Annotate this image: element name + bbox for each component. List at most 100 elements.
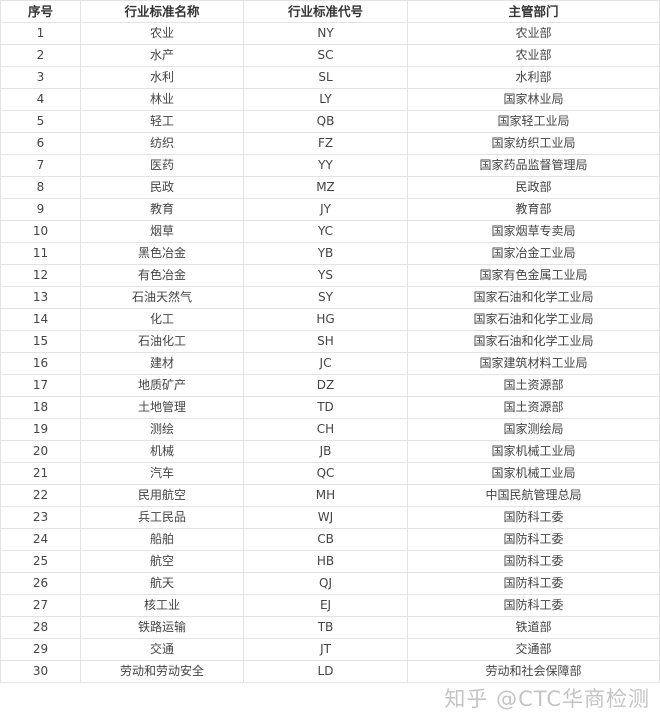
cell-department: 国家烟草专卖局 xyxy=(407,220,660,243)
header-standard-code: 行业标准代号 xyxy=(243,0,408,23)
cell-standard-name: 船舶 xyxy=(80,528,244,551)
cell-standard-name: 兵工民品 xyxy=(80,506,244,529)
cell-department: 国防科工委 xyxy=(407,594,660,617)
cell-department: 国家轻工业局 xyxy=(407,110,660,133)
cell-standard-name: 测绘 xyxy=(80,418,244,441)
header-standard-name: 行业标准名称 xyxy=(80,0,244,23)
cell-standard-code: YS xyxy=(243,264,408,287)
cell-index: 3 xyxy=(0,66,81,89)
cell-index: 14 xyxy=(0,308,81,331)
cell-department: 国家石油和化学工业局 xyxy=(407,286,660,309)
cell-department: 国家石油和化学工业局 xyxy=(407,330,660,353)
cell-standard-code: TD xyxy=(243,396,408,419)
table-row: 7 医药 YY 国家药品监督管理局 xyxy=(0,154,660,177)
cell-standard-code: SH xyxy=(243,330,408,353)
table-row: 21 汽车 QC 国家机械工业局 xyxy=(0,462,660,485)
cell-standard-name: 土地管理 xyxy=(80,396,244,419)
cell-standard-code: JB xyxy=(243,440,408,463)
table-row: 26 航天 QJ 国防科工委 xyxy=(0,572,660,595)
cell-standard-code: QJ xyxy=(243,572,408,595)
cell-standard-name: 机械 xyxy=(80,440,244,463)
cell-standard-name: 汽车 xyxy=(80,462,244,485)
cell-department: 铁道部 xyxy=(407,616,660,639)
cell-standard-code: JT xyxy=(243,638,408,661)
cell-standard-code: HB xyxy=(243,550,408,573)
table-row: 10 烟草 YC 国家烟草专卖局 xyxy=(0,220,660,243)
watermark: 知乎 @CTC华商检测 xyxy=(444,687,650,711)
table-row: 25 航空 HB 国防科工委 xyxy=(0,550,660,573)
cell-index: 16 xyxy=(0,352,81,375)
cell-standard-code: TB xyxy=(243,616,408,639)
cell-department: 国家纺织工业局 xyxy=(407,132,660,155)
table-row: 1 农业 NY 农业部 xyxy=(0,22,660,45)
cell-standard-code: HG xyxy=(243,308,408,331)
table-row: 8 民政 MZ 民政部 xyxy=(0,176,660,199)
cell-index: 7 xyxy=(0,154,81,177)
cell-standard-code: FZ xyxy=(243,132,408,155)
cell-department: 国家机械工业局 xyxy=(407,462,660,485)
cell-standard-name: 化工 xyxy=(80,308,244,331)
table-row: 3 水利 SL 水利部 xyxy=(0,66,660,89)
cell-department: 民政部 xyxy=(407,176,660,199)
table-row: 11 黑色冶金 YB 国家冶金工业局 xyxy=(0,242,660,265)
header-department: 主管部门 xyxy=(407,0,660,23)
cell-index: 19 xyxy=(0,418,81,441)
cell-index: 2 xyxy=(0,44,81,67)
cell-department: 国家冶金工业局 xyxy=(407,242,660,265)
table-row: 22 民用航空 MH 中国民航管理总局 xyxy=(0,484,660,507)
cell-index: 20 xyxy=(0,440,81,463)
cell-standard-name: 石油天然气 xyxy=(80,286,244,309)
cell-index: 29 xyxy=(0,638,81,661)
cell-standard-name: 石油化工 xyxy=(80,330,244,353)
cell-standard-name: 医药 xyxy=(80,154,244,177)
table-row: 14 化工 HG 国家石油和化学工业局 xyxy=(0,308,660,331)
cell-standard-name: 有色冶金 xyxy=(80,264,244,287)
cell-department: 国防科工委 xyxy=(407,572,660,595)
table-row: 4 林业 LY 国家林业局 xyxy=(0,88,660,111)
table-row: 9 教育 JY 教育部 xyxy=(0,198,660,221)
cell-index: 23 xyxy=(0,506,81,529)
cell-standard-code: QC xyxy=(243,462,408,485)
cell-index: 1 xyxy=(0,22,81,45)
table-row: 13 石油天然气 SY 国家石油和化学工业局 xyxy=(0,286,660,309)
cell-standard-code: DZ xyxy=(243,374,408,397)
cell-department: 国防科工委 xyxy=(407,550,660,573)
table-row: 19 测绘 CH 国家测绘局 xyxy=(0,418,660,441)
cell-standard-name: 烟草 xyxy=(80,220,244,243)
cell-standard-name: 核工业 xyxy=(80,594,244,617)
cell-standard-name: 航空 xyxy=(80,550,244,573)
cell-index: 24 xyxy=(0,528,81,551)
cell-index: 28 xyxy=(0,616,81,639)
cell-department: 交通部 xyxy=(407,638,660,661)
cell-standard-name: 民用航空 xyxy=(80,484,244,507)
cell-department: 农业部 xyxy=(407,44,660,67)
cell-index: 5 xyxy=(0,110,81,133)
cell-standard-code: MZ xyxy=(243,176,408,199)
cell-standard-code: MH xyxy=(243,484,408,507)
cell-index: 12 xyxy=(0,264,81,287)
cell-department: 中国民航管理总局 xyxy=(407,484,660,507)
cell-department: 国家石油和化学工业局 xyxy=(407,308,660,331)
cell-standard-name: 劳动和劳动安全 xyxy=(80,660,244,683)
header-index: 序号 xyxy=(0,0,81,23)
cell-department: 国家机械工业局 xyxy=(407,440,660,463)
cell-index: 11 xyxy=(0,242,81,265)
cell-standard-name: 教育 xyxy=(80,198,244,221)
cell-standard-name: 黑色冶金 xyxy=(80,242,244,265)
cell-standard-name: 航天 xyxy=(80,572,244,595)
cell-standard-code: SL xyxy=(243,66,408,89)
cell-department: 国家有色金属工业局 xyxy=(407,264,660,287)
cell-standard-name: 交通 xyxy=(80,638,244,661)
cell-department: 国家林业局 xyxy=(407,88,660,111)
cell-standard-code: YC xyxy=(243,220,408,243)
cell-index: 10 xyxy=(0,220,81,243)
table-row: 27 核工业 EJ 国防科工委 xyxy=(0,594,660,617)
cell-standard-name: 农业 xyxy=(80,22,244,45)
table-row: 16 建材 JC 国家建筑材料工业局 xyxy=(0,352,660,375)
cell-department: 国家建筑材料工业局 xyxy=(407,352,660,375)
cell-standard-code: CB xyxy=(243,528,408,551)
cell-standard-code: NY xyxy=(243,22,408,45)
cell-standard-code: SC xyxy=(243,44,408,67)
cell-index: 17 xyxy=(0,374,81,397)
cell-standard-name: 林业 xyxy=(80,88,244,111)
